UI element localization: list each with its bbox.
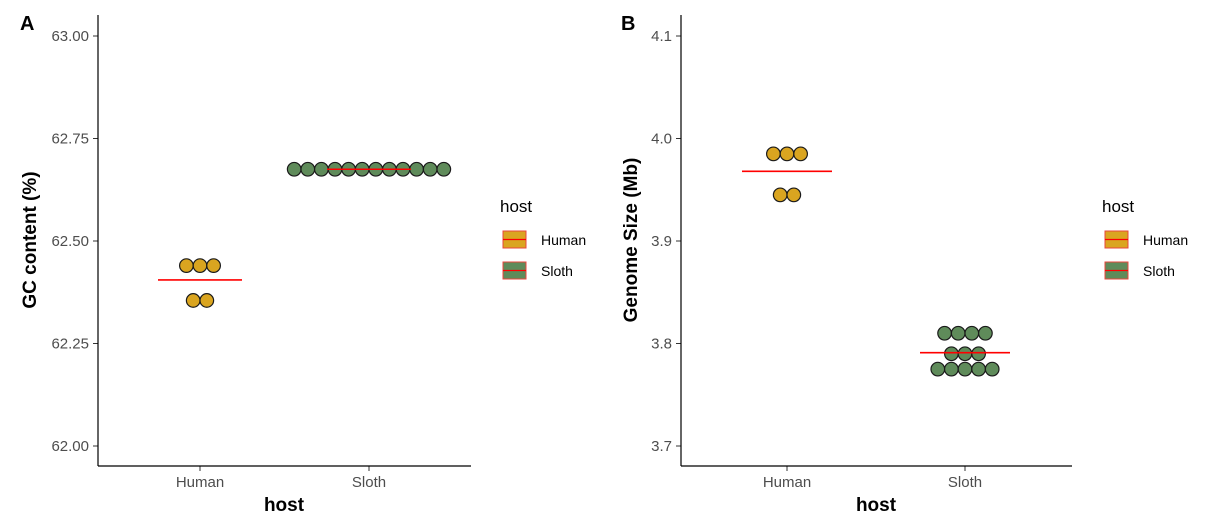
panel-b-point-sloth xyxy=(950,325,966,341)
panel-a-x-axis-title: host xyxy=(264,495,305,516)
panel-a-point-sloth xyxy=(286,161,302,177)
panel-a-legend-label-human: Human xyxy=(541,232,586,248)
panel-b-point-sloth xyxy=(937,325,952,341)
panel-a-point-sloth xyxy=(436,161,452,177)
panel-a-legend-item-sloth: Sloth xyxy=(502,261,573,280)
panel-a-legend-item-human: Human xyxy=(502,230,586,249)
panel-b-point-sloth xyxy=(944,361,959,377)
panel-b-point-sloth xyxy=(964,325,980,341)
panel-a-point-sloth xyxy=(300,161,316,177)
panel-b-legend-item-sloth: Sloth xyxy=(1104,261,1175,280)
panel-a-y-ticks: 62.00 62.25 62.50 62.75 63.00 xyxy=(51,28,98,455)
panel-b-y-tick-label: 4.1 xyxy=(651,28,672,45)
panel-b-y-tick-label: 3.8 xyxy=(651,336,672,353)
panel-a-points xyxy=(178,161,452,308)
panel-b-point-sloth xyxy=(944,346,959,362)
panel-b-y-tick-label: 4.0 xyxy=(651,131,672,148)
panel-a-y-tick-label: 62.25 xyxy=(51,336,89,353)
panel-a-legend-label-sloth: Sloth xyxy=(541,263,573,279)
panel-b-legend-label-human: Human xyxy=(1143,232,1188,248)
panel-a-legend: host Human Sloth xyxy=(500,197,586,280)
panel-b-y-ticks: 3.7 3.8 3.9 4.0 4.1 xyxy=(651,28,681,455)
panel-a-point-human xyxy=(206,258,222,274)
panel-a-x-ticks: Human Sloth xyxy=(176,466,386,491)
panel-a-y-tick-label: 62.75 xyxy=(51,131,89,148)
panel-b-legend-item-human: Human xyxy=(1104,230,1188,249)
panel-a-point-human xyxy=(199,293,215,308)
panel-b-median-lines xyxy=(742,170,1010,354)
panel-b-point-human xyxy=(793,146,808,162)
panel-b-x-tick-label: Sloth xyxy=(948,474,982,491)
panel-b-point-human xyxy=(779,146,795,162)
panel-b-x-ticks: Human Sloth xyxy=(763,466,982,491)
panel-b-point-sloth xyxy=(957,346,973,362)
panel-a-x-tick-label: Human xyxy=(176,474,224,491)
panel-a-point-sloth xyxy=(422,161,438,177)
panel-b-y-axis-title: Genome Size (Mb) xyxy=(621,158,642,323)
panel-b-point-sloth xyxy=(984,361,1000,377)
panel-b-legend: host Human Sloth xyxy=(1102,197,1188,280)
panel-b-points xyxy=(766,146,1000,377)
panel-a-legend-title: host xyxy=(500,197,532,216)
panel-b-point-sloth xyxy=(978,325,993,341)
panel-b-legend-title: host xyxy=(1102,197,1134,216)
panel-a-x-tick-label: Sloth xyxy=(352,474,386,491)
panel-a-y-tick-label: 62.00 xyxy=(51,438,89,455)
panel-a-letter: A xyxy=(20,13,34,35)
panel-a-y-tick-label: 62.50 xyxy=(51,233,89,250)
panel-a-y-tick-label: 63.00 xyxy=(51,28,89,45)
panel-b-point-human xyxy=(772,187,788,203)
panel-b-x-tick-label: Human xyxy=(763,474,811,491)
panel-a-point-sloth xyxy=(314,161,329,177)
panel-a-point-human xyxy=(178,258,194,274)
panel-b: B Genome Size (Mb) host 3.73.83.94.04.1 … xyxy=(621,13,1072,516)
panel-b-y-tick-label: 3.7 xyxy=(651,438,672,455)
panel-a-point-human xyxy=(185,293,201,308)
panel-a-median-lines xyxy=(158,168,411,281)
panel-b-y-tick-label: 3.9 xyxy=(651,233,672,250)
panel-a-point-human xyxy=(192,258,208,274)
panel-a-point-sloth xyxy=(409,161,425,177)
panel-b-point-human xyxy=(766,146,781,162)
panel-b-legend-label-sloth: Sloth xyxy=(1143,263,1175,279)
panel-b-point-sloth xyxy=(957,361,973,377)
panel-b-point-sloth xyxy=(930,361,946,377)
panel-b-point-sloth xyxy=(971,361,986,377)
panel-a-y-axis-title: GC content (%) xyxy=(20,171,41,308)
panel-b-point-sloth xyxy=(971,346,986,362)
panel-a: A GC content (%) host 62.0062.2562.5062.… xyxy=(20,13,471,516)
panel-b-letter: B xyxy=(621,13,635,35)
panel-b-x-axis-title: host xyxy=(856,495,897,516)
panel-b-point-human xyxy=(786,187,802,203)
